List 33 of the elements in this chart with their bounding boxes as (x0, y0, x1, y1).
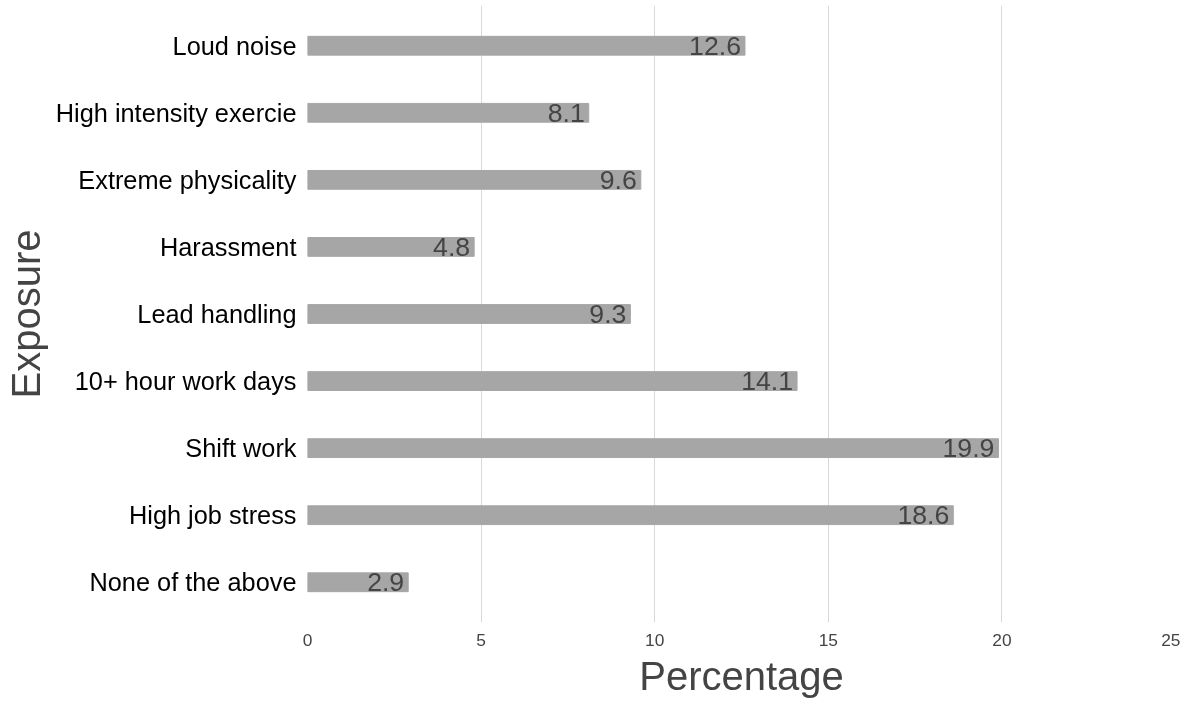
bar (307, 438, 999, 459)
y-tick-label: High job stress (128, 501, 297, 530)
x-tick-label: 25 (1161, 629, 1181, 650)
y-tick-label: Loud noise (172, 31, 297, 60)
bar (307, 304, 631, 324)
x-tick-label: 15 (818, 629, 838, 650)
data-label: 14.1 (741, 366, 794, 397)
data-label: 18.6 (897, 500, 950, 531)
y-tick-label: Harassment (159, 232, 297, 261)
x-tick-label: 20 (992, 629, 1012, 650)
y-tick-label: Extreme physicality (78, 165, 297, 194)
y-tick-label: High intensity exercie (55, 98, 297, 127)
data-label: 2.9 (367, 567, 405, 598)
data-label: 19.9 (942, 433, 995, 464)
y-tick-label: Lead handling (137, 300, 297, 328)
bar (307, 371, 798, 391)
y-tick-label: Shift work (185, 434, 297, 463)
bar (307, 505, 954, 526)
bar (307, 35, 746, 56)
data-label: 8.1 (547, 97, 585, 128)
x-tick-label: 10 (645, 629, 665, 650)
y-axis-title: Exposure (3, 229, 48, 399)
bar (307, 102, 590, 123)
data-label: 9.6 (599, 164, 637, 195)
data-label: 12.6 (689, 30, 741, 61)
data-label: 9.3 (589, 299, 627, 329)
data-label: 4.8 (433, 231, 471, 262)
x-tick-label: 0 (302, 629, 313, 650)
bar (307, 169, 642, 190)
y-tick-label: 10+ hour work days (74, 367, 297, 396)
x-axis-title: Percentage (639, 653, 844, 698)
y-tick-label: None of the above (89, 568, 297, 597)
x-tick-label: 5 (476, 629, 486, 650)
